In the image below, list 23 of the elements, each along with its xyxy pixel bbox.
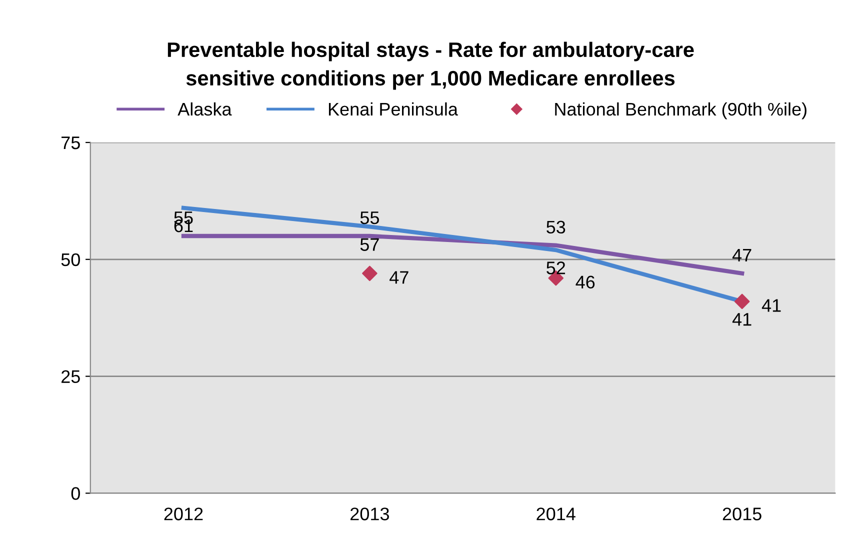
data-label: 41 — [732, 313, 752, 326]
x-tick-label: 2012 — [164, 508, 203, 520]
y-tick-label: 0 — [71, 487, 80, 500]
data-label: 52 — [546, 262, 566, 274]
data-label: 57 — [360, 238, 379, 251]
chart-title: Preventable hospital stays - Rate for ambulatory-care sensitive conditions per 1,000 Medicare enrollees — [168, 42, 694, 90]
data-label: 53 — [546, 220, 566, 234]
data-label: 55 — [360, 212, 379, 224]
data-label: 47 — [732, 248, 752, 262]
point — [734, 294, 750, 310]
y-tick-label: 75 — [62, 136, 80, 150]
y-tick-label: 25 — [62, 370, 80, 384]
data-label: 41 — [762, 299, 781, 312]
x-tick-label: 2013 — [350, 508, 389, 520]
legend-label: National Benchmark (90th %ile) — [555, 102, 806, 120]
x-tick-label: 2015 — [722, 508, 762, 520]
x-tick-label: 2014 — [536, 508, 576, 520]
point — [362, 266, 378, 282]
legend-label: Kenai Peninsula — [328, 102, 458, 116]
data-label: 46 — [576, 276, 595, 288]
y-tick-label: 50 — [61, 253, 80, 266]
data-label: 47 — [390, 271, 408, 284]
legend-label: Alaska — [178, 102, 232, 116]
